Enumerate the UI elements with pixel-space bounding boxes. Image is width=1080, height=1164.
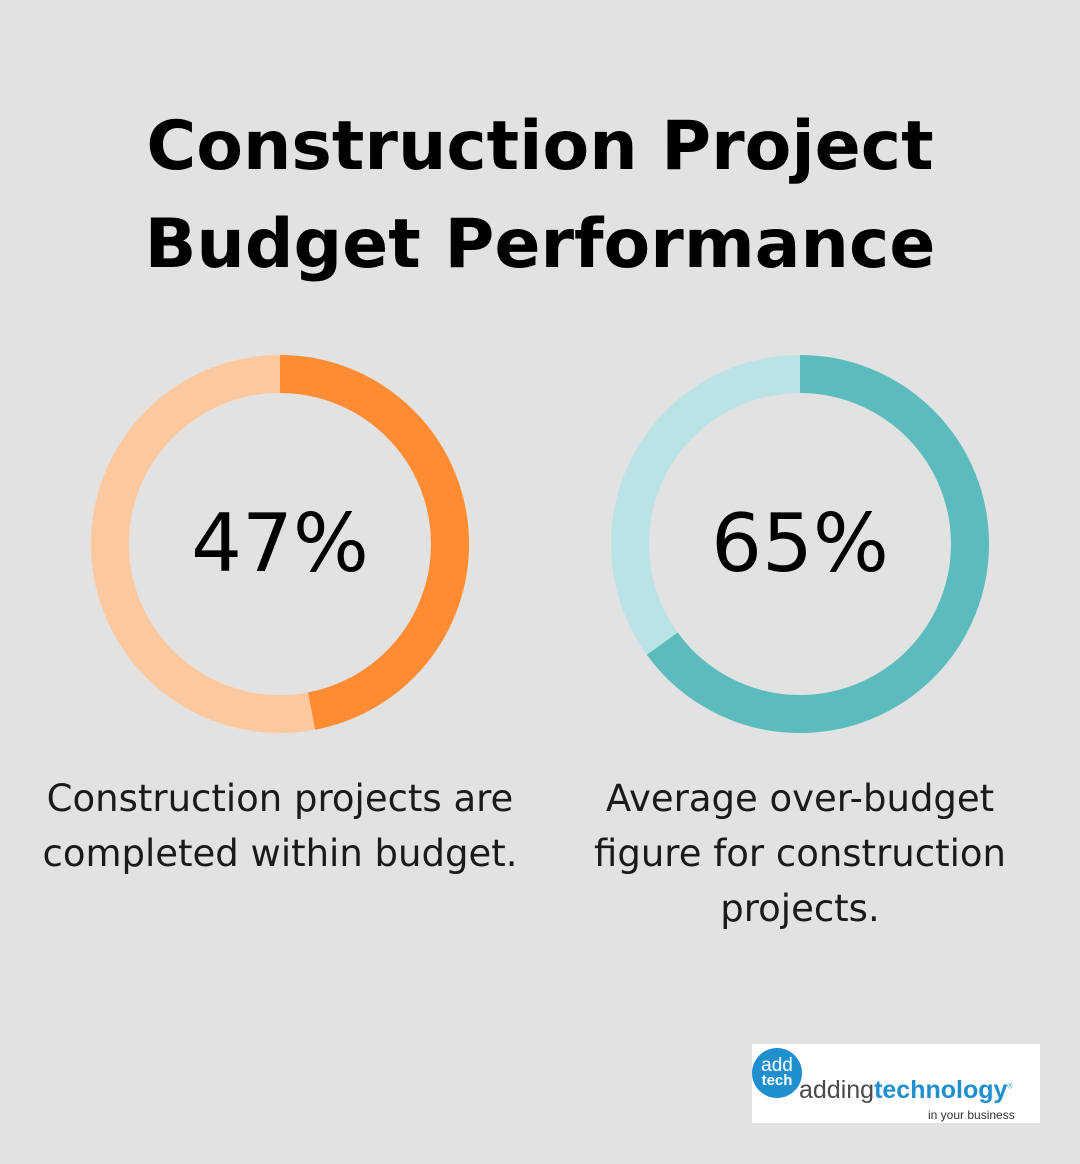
title-line-1: Construction Project [146, 107, 934, 186]
donut-value-within-budget: 47% [191, 497, 369, 590]
logo-trademark: ® [1007, 1083, 1013, 1091]
donut-svg-over-budget [611, 355, 989, 733]
logo-badge: add tech [752, 1048, 802, 1098]
logo-badge-line-2: tech [761, 1072, 793, 1089]
addtech-logo: add tech addingtechnology® in your busin… [752, 1044, 1040, 1123]
page-title: Construction Project Budget Performance [0, 98, 1080, 294]
donut-arc-over-budget [611, 355, 989, 733]
donut-chart-within-budget: 47% [91, 355, 469, 733]
logo-wordmark-part-2: technology [874, 1076, 1008, 1104]
donut-value-over-budget: 65% [711, 497, 889, 590]
caption-over-budget: Average over-budget figure for construct… [594, 777, 1006, 930]
title-line-2: Budget Performance [144, 205, 936, 284]
donut-chart-over-budget: 65% [611, 355, 989, 733]
logo-wordmark: addingtechnology® [799, 1076, 1013, 1105]
logo-wordmark-part-1: adding [799, 1076, 875, 1104]
donut-arc-within-budget [91, 355, 469, 733]
logo-tagline: in your business [928, 1108, 1015, 1122]
logo-badge-line-1: add [761, 1055, 793, 1076]
donut-svg-within-budget [91, 355, 469, 733]
caption-within-budget: Construction projects are completed with… [42, 777, 518, 875]
